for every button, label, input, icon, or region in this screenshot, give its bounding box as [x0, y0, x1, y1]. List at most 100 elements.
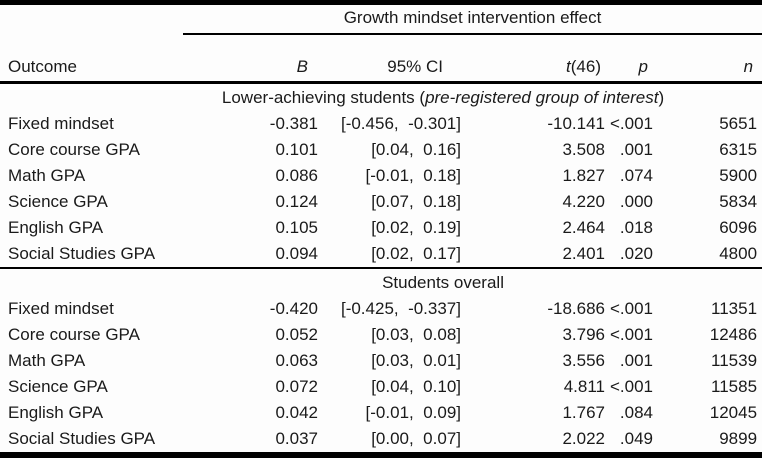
table-row: Science GPA 0.072 [0.04, 0.10] 4.811 <.001 11…: [0, 374, 762, 400]
cell-b: 0.063: [275, 351, 318, 370]
cell-n: 11539: [711, 351, 758, 370]
table-row: Fixed mindset -0.420 [-0.425, -0.337] -18.6…: [0, 296, 762, 322]
cell-n: 5651: [719, 114, 758, 133]
cell-p: .084: [619, 403, 653, 422]
column-header-t: t(46): [461, 35, 605, 84]
cell-p: .049: [619, 429, 653, 448]
section-title: Students overall: [0, 268, 762, 296]
table-row: Math GPA 0.063 [0.03, 0.01] 3.556 .001 11539: [0, 348, 762, 374]
cell-ci: [0.00, 0.07]: [371, 429, 461, 448]
table-row: Core course GPA 0.052 [0.03, 0.08] 3.796 <.0…: [0, 322, 762, 348]
cell-ci: [0.02, 0.19]: [371, 218, 461, 237]
cell-outcome: English GPA: [8, 403, 104, 422]
cell-b: 0.105: [275, 218, 318, 237]
cell-n: 11351: [711, 299, 758, 318]
cell-outcome: Core course GPA: [8, 325, 140, 344]
section-header-row: Lower-achieving students (pre-registered…: [0, 83, 762, 112]
cell-n: 6096: [719, 218, 758, 237]
cell-outcome: Social Studies GPA: [8, 429, 156, 448]
cell-b: 0.086: [275, 166, 318, 185]
cell-n: 12045: [709, 403, 758, 422]
cell-p: <.001: [609, 377, 653, 396]
cell-n: 4800: [655, 241, 762, 269]
cell-n: 11585: [711, 377, 758, 396]
cell-p: .001: [619, 351, 653, 370]
cell-n: 12486: [709, 325, 758, 344]
cell-n: 5834: [719, 192, 758, 211]
cell-b: 0.101: [275, 140, 318, 159]
table-row: Science GPA 0.124 [0.07, 0.18] 4.220 .000 583…: [0, 189, 762, 215]
column-header-b: B: [256, 35, 318, 84]
cell-ci: [-0.425, -0.337]: [340, 299, 461, 318]
cell-b: 0.042: [275, 403, 318, 422]
cell-ci: [0.04, 0.16]: [371, 140, 461, 159]
cell-ci: [-0.01, 0.18]: [365, 166, 461, 185]
cell-b: 0.094: [256, 241, 318, 269]
section-title-text: Lower-achieving students (: [221, 87, 426, 107]
table-row: Social Studies GPA 0.094 [0.02, 0.17] 2.401…: [0, 241, 762, 269]
table-row: English GPA 0.042 [-0.01, 0.09] 1.767 .084 12…: [0, 400, 762, 426]
cell-outcome: English GPA: [8, 218, 104, 237]
table-row: Core course GPA 0.101 [0.04, 0.16] 3.508 .00…: [0, 137, 762, 163]
cell-t: -18.686: [547, 299, 605, 318]
cell-p: .020: [605, 241, 655, 269]
cell-outcome: Fixed mindset: [8, 299, 114, 318]
cell-ci: [0.02, 0.17]: [318, 241, 461, 269]
cell-b: 0.072: [275, 377, 318, 396]
cell-t: 3.556: [562, 351, 605, 370]
cell-t: 4.220: [562, 192, 605, 211]
cell-p: <.001: [609, 325, 653, 344]
cell-p: .018: [619, 218, 653, 237]
cell-p: .074: [619, 166, 653, 185]
cell-p: .001: [619, 140, 653, 159]
column-header-b-label: B: [296, 57, 308, 76]
section-title-italic: pre-registered group of interest: [425, 87, 659, 107]
section-header-row: Students overall: [0, 268, 762, 296]
cell-outcome: Fixed mindset: [8, 114, 114, 133]
table-row: Fixed mindset -0.381 [-0.456, -0.301] -10.1…: [0, 111, 762, 137]
table-row: Math GPA 0.086 [-0.01, 0.18] 1.827 .074 5900: [0, 163, 762, 189]
section-title: Lower-achieving students (pre-registered…: [0, 83, 762, 112]
cell-outcome: Social Studies GPA: [0, 241, 256, 269]
cell-p: .000: [619, 192, 653, 211]
cell-ci: [-0.01, 0.09]: [365, 403, 461, 422]
cell-outcome: Core course GPA: [8, 140, 140, 159]
column-header-t-italic: t: [566, 57, 571, 76]
cell-ci: [0.03, 0.08]: [371, 325, 461, 344]
table-body: Lower-achieving students (pre-registered…: [0, 83, 762, 456]
cell-t: 1.827: [562, 166, 605, 185]
cell-ci: [0.04, 0.10]: [371, 377, 461, 396]
cell-t: 3.796: [562, 325, 605, 344]
cell-t: 2.401: [461, 241, 605, 269]
cell-b: 0.124: [275, 192, 318, 211]
cell-outcome: Science GPA: [8, 192, 108, 211]
spanner-cell: Growth mindset intervention effect: [0, 3, 762, 35]
spanner-row: Growth mindset intervention effect: [0, 3, 762, 35]
cell-ci: [-0.456, -0.301]: [340, 114, 461, 133]
cell-outcome: Math GPA: [8, 166, 86, 185]
cell-t: 2.022: [562, 429, 605, 448]
cell-p: <.001: [609, 114, 653, 133]
column-header-n-label: n: [743, 57, 754, 76]
table-row: Social Studies GPA 0.037 [0.00, 0.07] 2.022…: [0, 426, 762, 455]
cell-n: 5900: [719, 166, 758, 185]
cell-ci: [0.07, 0.18]: [371, 192, 461, 211]
column-header-n: n: [655, 35, 762, 84]
section-title-text: ): [658, 87, 665, 107]
column-header-p: p: [605, 35, 655, 84]
cell-p: <.001: [609, 299, 653, 318]
column-header-row: Outcome B 95% CI t(46) p n: [0, 35, 762, 84]
cell-t: 1.767: [562, 403, 605, 422]
cell-ci: [0.03, 0.01]: [371, 351, 461, 370]
column-header-p-label: p: [638, 57, 648, 76]
cell-b: -0.420: [269, 299, 318, 318]
cell-n: 9899: [719, 429, 758, 448]
spanner-title: Growth mindset intervention effect: [183, 8, 762, 35]
cell-t: 3.508: [562, 140, 605, 159]
cell-n: 6315: [719, 140, 758, 159]
cell-t: 4.811: [563, 377, 605, 396]
cell-outcome: Science GPA: [8, 377, 108, 396]
cell-t: -10.141: [547, 114, 605, 133]
